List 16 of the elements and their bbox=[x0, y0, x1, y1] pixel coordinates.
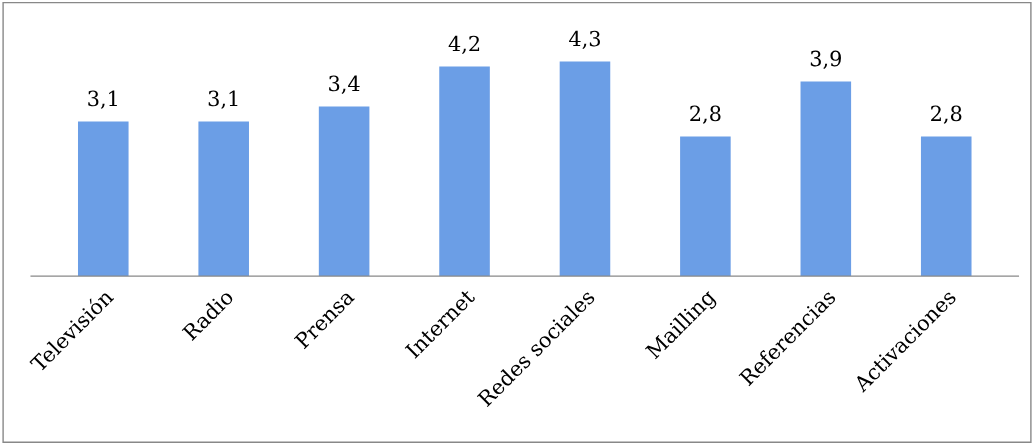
bar bbox=[800, 81, 852, 277]
data-label: 3,9 bbox=[810, 50, 841, 69]
data-label: 2,8 bbox=[931, 105, 962, 124]
bar bbox=[77, 121, 129, 277]
data-label: 3,1 bbox=[208, 90, 238, 109]
data-label: 2,8 bbox=[690, 105, 721, 124]
bar bbox=[680, 136, 731, 277]
bar bbox=[559, 61, 611, 277]
data-label: 4,2 bbox=[448, 35, 480, 54]
data-label: 4,3 bbox=[569, 30, 600, 49]
bar bbox=[198, 121, 249, 277]
data-label: 3,1 bbox=[88, 90, 117, 109]
bar bbox=[920, 136, 972, 277]
bar bbox=[439, 66, 490, 277]
data-label: 3,4 bbox=[329, 75, 360, 94]
bar bbox=[318, 106, 370, 277]
